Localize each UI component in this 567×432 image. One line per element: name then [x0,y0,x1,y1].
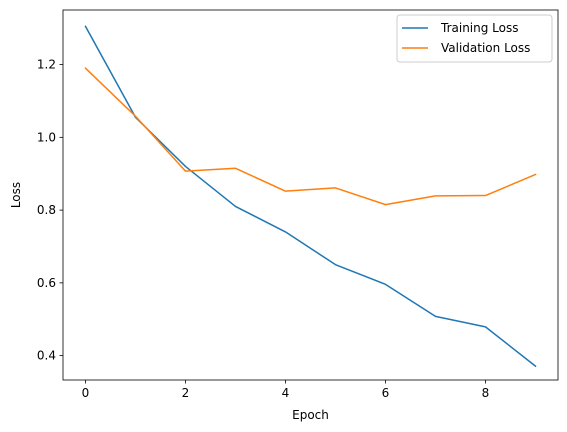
y-tick-label: 0.8 [37,203,56,217]
validation-loss-line [84,67,537,206]
x-tick-label: 2 [182,386,190,400]
y-tick-label: 0.4 [37,349,56,363]
x-tick-label: 8 [482,386,490,400]
x-axis-ticks: 0 2 4 6 8 [82,380,490,400]
plot-lines [84,25,537,368]
plot-frame [62,9,559,381]
legend-label-training: Training Loss [440,21,518,35]
y-tick-label: 0.6 [37,276,56,290]
training-loss-line [84,25,537,368]
x-tick-label: 6 [382,386,390,400]
y-axis-ticks: 0.4 0.6 0.8 1.0 1.2 [37,58,63,363]
x-tick-label: 4 [282,386,290,400]
y-tick-label: 1.2 [37,58,56,72]
x-tick-label: 0 [82,386,90,400]
legend-box [396,14,553,63]
y-axis-title: Loss [9,182,23,208]
legend-label-validation: Validation Loss [441,41,530,55]
x-axis-title: Epoch [292,408,329,422]
legend: Training Loss Validation Loss [396,14,553,63]
y-tick-label: 1.0 [37,130,56,144]
